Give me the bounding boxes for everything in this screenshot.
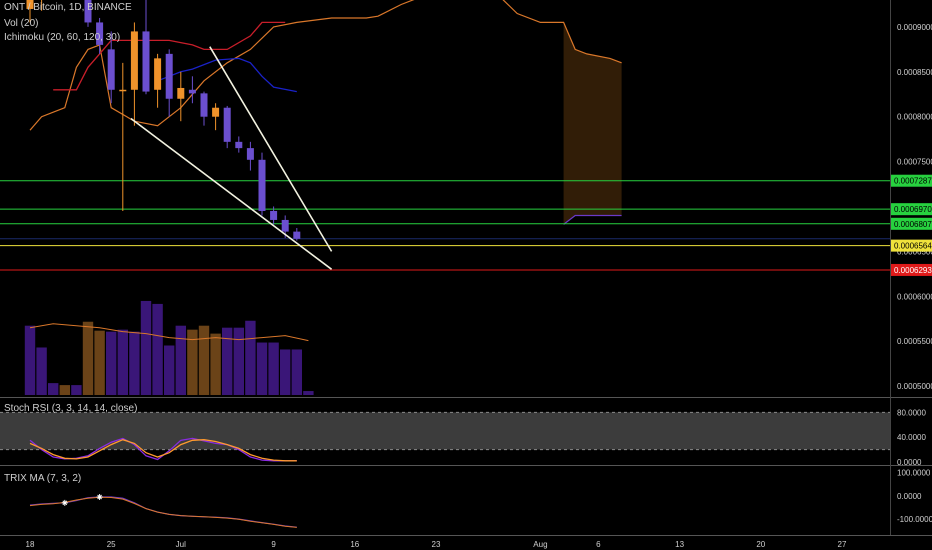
wedge-lower-line — [130, 117, 333, 270]
volume-bar-17 — [222, 327, 233, 395]
volume-bar-20 — [256, 342, 268, 395]
price-tick-label-1: 0.0008500 — [897, 68, 932, 77]
trix-tick-label-1: 0.0000 — [897, 492, 922, 501]
ichimoku-cloud — [563, 22, 622, 225]
candle-body-10 — [177, 87, 185, 99]
date-tick-label-8: 13 — [675, 540, 684, 549]
candle-body-13 — [212, 107, 220, 117]
candle-body-3 — [96, 22, 104, 45]
wedge-upper-line — [209, 46, 333, 252]
level-badge-label-0: 0.0007287 — [894, 177, 932, 186]
volume-bar-12 — [164, 345, 175, 395]
volume-bar-21 — [268, 342, 279, 395]
stoch-tick-label-2: 0.0000 — [897, 458, 922, 467]
volume-bar-10 — [140, 300, 152, 395]
level-badge-4 — [890, 263, 932, 276]
stoch-band — [0, 412, 890, 450]
volume-bar-3 — [59, 385, 70, 395]
level-badge-1 — [890, 203, 932, 216]
candle-body-20 — [293, 231, 301, 239]
date-tick-label-5: 23 — [432, 540, 441, 549]
price-tick-label-8: 0.0005000 — [897, 382, 932, 391]
volume-bar-2 — [48, 383, 59, 395]
trix-tick-label-2: -100.0000 — [897, 515, 932, 524]
volume-bar-0 — [24, 325, 36, 395]
volume-bar-14 — [187, 329, 198, 395]
stoch-d-line — [29, 439, 297, 462]
volume-ma-line — [29, 323, 309, 342]
volume-bar-16 — [210, 333, 221, 395]
candle-body-5 — [119, 89, 127, 92]
volume-bar-11 — [152, 303, 163, 395]
volume-bar-6 — [94, 330, 105, 395]
date-tick-label-1: 25 — [107, 540, 116, 549]
date-tick-label-3: 9 — [271, 540, 276, 549]
volume-bar-4 — [71, 385, 82, 395]
price-tick-label-3: 0.0007500 — [897, 158, 932, 167]
volume-bar-24 — [303, 391, 314, 395]
candle-body-2 — [84, 0, 92, 23]
candle-body-19 — [281, 219, 289, 232]
date-tick-label-10: 27 — [838, 540, 847, 549]
volume-bar-19 — [245, 320, 256, 395]
volume-bar-13 — [175, 325, 186, 395]
date-tick-label-9: 20 — [756, 540, 765, 549]
price-tick-label-5: 0.0006500 — [897, 247, 932, 256]
date-tick-label-0: 18 — [26, 540, 35, 549]
volume-bar-22 — [280, 349, 291, 395]
price-tick-label-7: 0.0005500 — [897, 337, 932, 346]
trix-label: TRIX MA (7, 3, 2) — [4, 473, 82, 484]
symbol-legend: ONT / Bitcoin, 1D, BINANCE — [4, 2, 132, 13]
stoch-tick-label-0: 80.0000 — [897, 408, 926, 417]
candle-body-7 — [142, 31, 150, 92]
candle-body-8 — [154, 58, 162, 90]
ichimoku-legend: Ichimoku (20, 60, 120, 30) — [4, 32, 121, 43]
lagging-span-line — [29, 0, 622, 131]
level-badge-3 — [890, 239, 932, 252]
volume-bar-18 — [233, 327, 244, 395]
candle-body-18 — [270, 210, 278, 220]
volume-bar-15 — [198, 325, 210, 395]
volume-bar-9 — [129, 331, 140, 395]
level-badge-label-4: 0.0006293 — [894, 266, 932, 275]
candle-body-4 — [107, 49, 115, 90]
date-tick-label-6: Aug — [533, 540, 547, 549]
volume-bar-1 — [36, 347, 47, 395]
date-tick-label-4: 16 — [350, 540, 359, 549]
date-tick-label-2: Jul — [176, 540, 186, 549]
price-tick-label-6: 0.0006000 — [897, 292, 932, 301]
level-badge-label-2: 0.0006807 — [894, 220, 932, 229]
volume-bar-23 — [291, 349, 302, 395]
stoch-tick-label-1: 40.0000 — [897, 433, 926, 442]
price-pane — [0, 0, 890, 395]
candle-body-0 — [26, 0, 34, 9]
volume-bar-7 — [106, 331, 117, 395]
lower-span-line — [563, 214, 622, 225]
candle-body-17 — [258, 159, 266, 211]
trix-ma-line — [29, 496, 297, 528]
candle-body-9 — [165, 53, 173, 99]
date-tick-label-7: 6 — [596, 540, 601, 549]
volume-bar-5 — [82, 321, 94, 395]
kijun-line — [157, 57, 297, 93]
level-badge-label-1: 0.0006970 — [894, 205, 932, 214]
price-tick-label-2: 0.0008000 — [897, 113, 932, 122]
volume-bar-8 — [117, 329, 128, 395]
candle-body-16 — [246, 148, 254, 160]
trix-cross-marker-1 — [96, 494, 103, 501]
candle-body-15 — [235, 141, 243, 149]
level-badge-2 — [890, 217, 932, 230]
volume-legend: Vol (20) — [4, 18, 39, 29]
candle-body-12 — [200, 93, 208, 117]
candle-body-6 — [130, 31, 138, 90]
stoch-rsi-label: Stoch RSI (3, 3, 14, 14, close) — [4, 403, 138, 414]
level-badge-label-3: 0.0006564 — [894, 242, 932, 251]
trix-tick-label-0: 100.0000 — [897, 469, 931, 478]
level-badge-0 — [890, 174, 932, 187]
candle-body-11 — [188, 89, 196, 94]
price-tick-label-0: 0.0009000 — [897, 23, 932, 32]
candle-body-14 — [223, 107, 231, 142]
trix-cross-marker-0 — [61, 499, 68, 506]
